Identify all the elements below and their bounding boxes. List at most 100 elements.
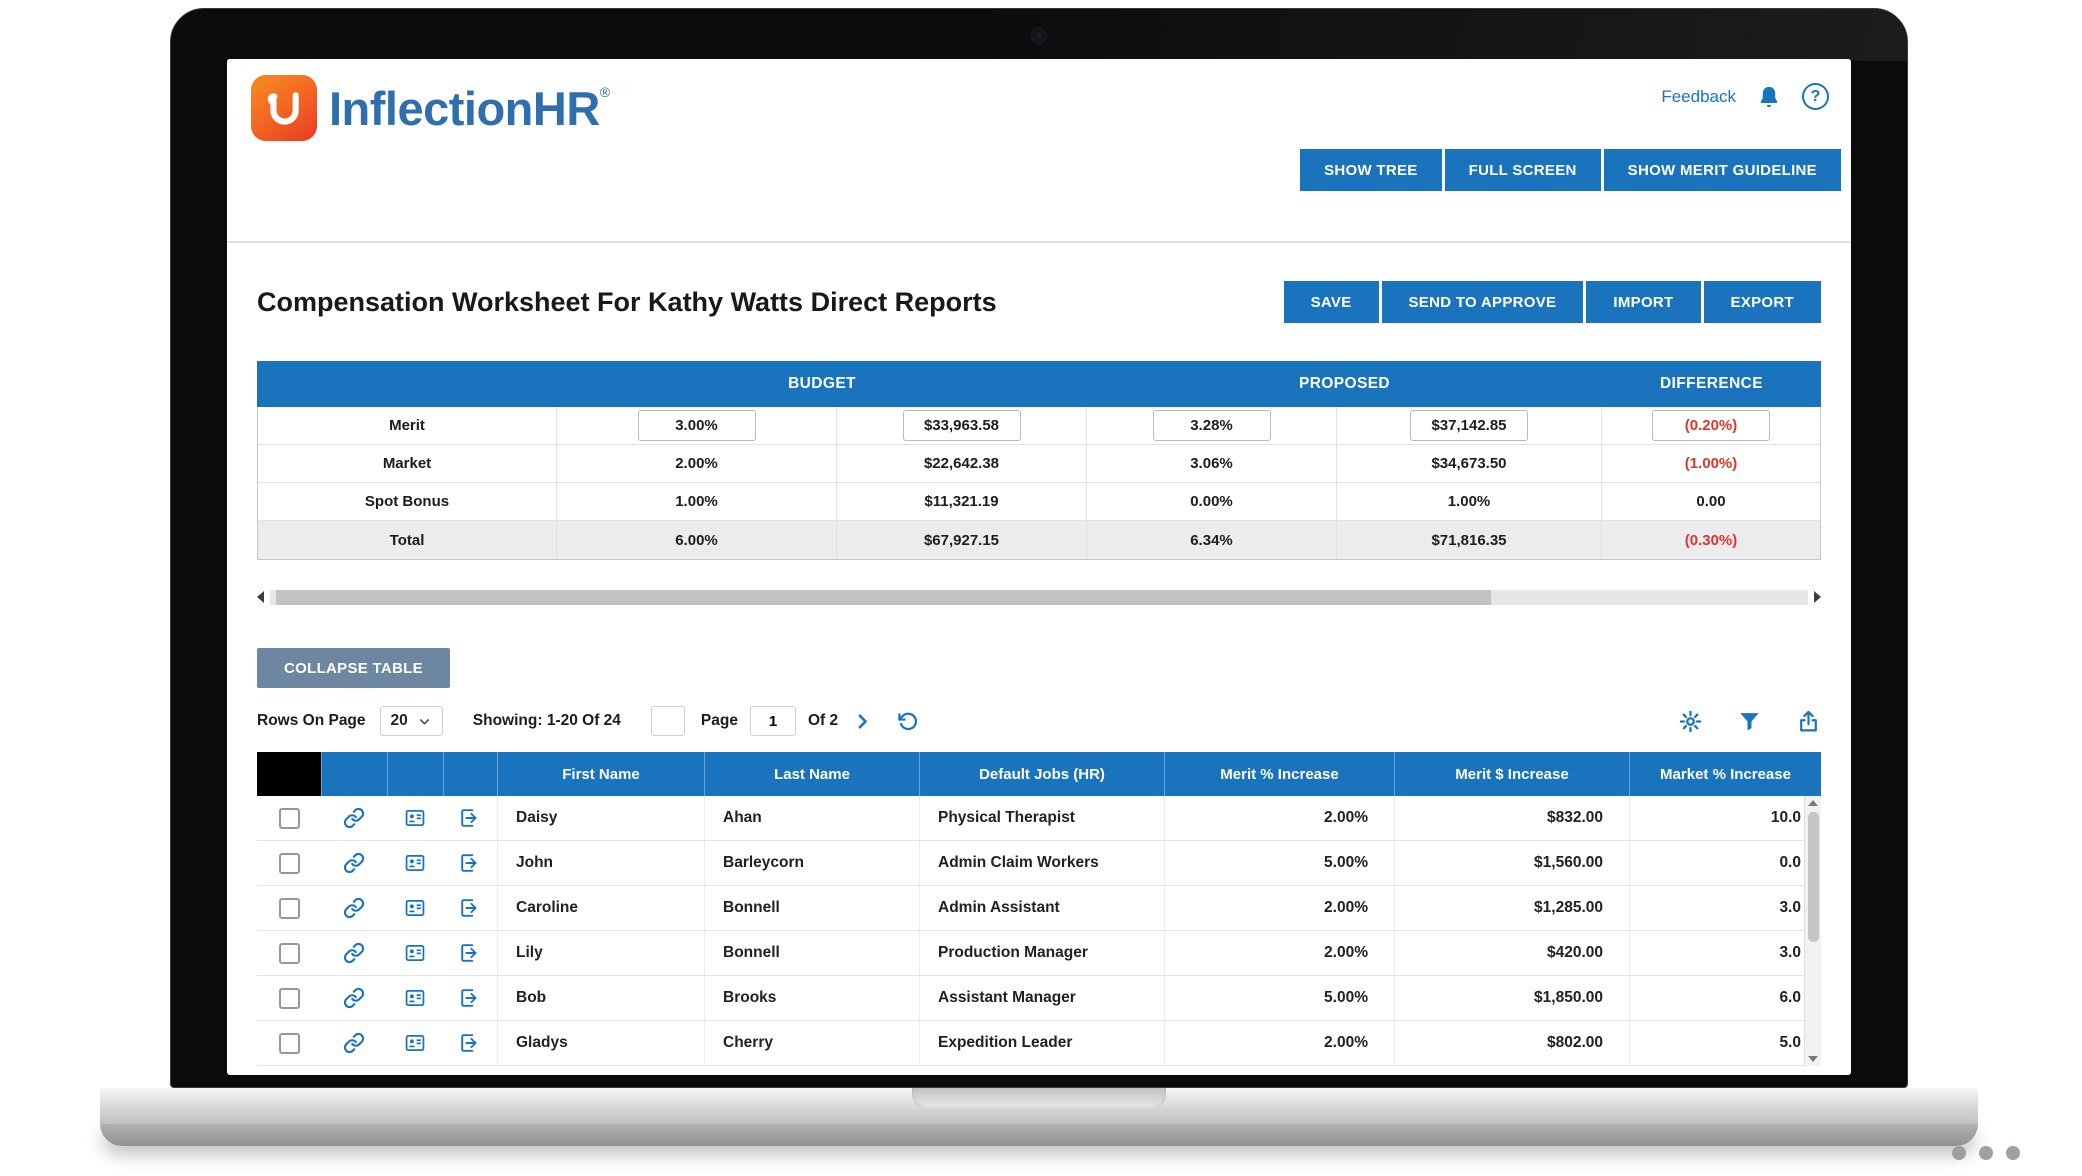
- next-page-icon[interactable]: [852, 711, 873, 732]
- link-icon[interactable]: [343, 1032, 365, 1054]
- employee-card-icon[interactable]: [404, 852, 426, 874]
- link-icon[interactable]: [343, 987, 365, 1009]
- row-select-checkbox[interactable]: [278, 807, 300, 829]
- table-tools: [1678, 709, 1821, 734]
- page-count-label: Of 2: [807, 712, 839, 729]
- first-name-cell: John: [497, 841, 704, 885]
- market-budget-pct: 2.00%: [557, 445, 837, 482]
- scroll-right-arrow[interactable]: [1814, 591, 1821, 603]
- filter-icon[interactable]: [1737, 709, 1762, 734]
- employee-card-icon[interactable]: [404, 1032, 426, 1054]
- last-name-cell: Bonnell: [704, 886, 919, 930]
- default-job-cell: Admin Claim Workers: [919, 841, 1164, 885]
- carousel-dot[interactable]: [2006, 1146, 2020, 1160]
- merit-amt-cell: $832.00: [1394, 796, 1629, 840]
- header-card-column: [387, 752, 443, 796]
- vertical-scrollbar-track[interactable]: [1805, 806, 1821, 1056]
- save-button[interactable]: SAVE: [1283, 281, 1379, 323]
- previous-page-button[interactable]: [650, 706, 685, 736]
- box-arrow-icon[interactable]: [459, 852, 481, 874]
- row-label: Market: [258, 445, 557, 482]
- rows-per-page-dropdown[interactable]: 20: [379, 706, 443, 736]
- row-select-checkbox[interactable]: [278, 897, 300, 919]
- brand-name-right: HR: [532, 81, 600, 135]
- laptop-base-edge: [100, 1124, 1978, 1146]
- page-number-input[interactable]: [749, 706, 796, 736]
- merit-pct-header[interactable]: Merit % Increase: [1164, 752, 1394, 796]
- first-name-header[interactable]: First Name: [497, 752, 704, 796]
- merit-pct-cell: 2.00%: [1164, 796, 1394, 840]
- rows-on-page-label: Rows On Page: [257, 712, 366, 729]
- row-select-checkbox[interactable]: [278, 942, 300, 964]
- total-proposed-pct: 6.34%: [1087, 521, 1337, 559]
- brand-name-left: Inflection: [329, 81, 533, 135]
- box-arrow-icon[interactable]: [459, 897, 481, 919]
- screen: InflectionHR® Feedback ? SHOW TREE FULL …: [227, 59, 1851, 1075]
- default-jobs-header[interactable]: Default Jobs (HR): [919, 752, 1164, 796]
- spot-difference: 0.00: [1696, 493, 1726, 510]
- box-arrow-icon[interactable]: [459, 807, 481, 829]
- merit-proposed-amt-input[interactable]: [1410, 410, 1528, 441]
- registered-mark: ®: [599, 83, 610, 100]
- link-icon[interactable]: [343, 852, 365, 874]
- settings-gear-icon[interactable]: [1678, 709, 1703, 734]
- carousel-dot[interactable]: [1952, 1146, 1966, 1160]
- employee-card-icon[interactable]: [404, 807, 426, 829]
- merit-difference-input[interactable]: [1652, 410, 1770, 441]
- merit-proposed-pct-input[interactable]: [1152, 410, 1271, 441]
- row-select-checkbox[interactable]: [278, 1032, 300, 1054]
- link-icon[interactable]: [343, 807, 365, 829]
- full-screen-button[interactable]: FULL SCREEN: [1444, 149, 1601, 191]
- merit-amt-cell: $420.00: [1394, 931, 1629, 975]
- box-arrow-icon[interactable]: [459, 1032, 481, 1054]
- default-job-cell: Admin Assistant: [919, 886, 1164, 930]
- link-icon[interactable]: [343, 897, 365, 919]
- merit-pct-cell: 5.00%: [1164, 976, 1394, 1020]
- spot-budget-pct: 1.00%: [557, 483, 837, 520]
- summary-row-market: Market 2.00% $22,642.38 3.06% $34,673.50…: [258, 445, 1820, 483]
- title-row: Compensation Worksheet For Kathy Watts D…: [257, 279, 1821, 325]
- merit-budget-amt-input[interactable]: [902, 410, 1021, 441]
- total-budget-amt: $67,927.15: [837, 521, 1087, 559]
- last-name-header[interactable]: Last Name: [704, 752, 919, 796]
- row-select-checkbox[interactable]: [278, 987, 300, 1009]
- refresh-icon[interactable]: [897, 710, 920, 733]
- export-upload-icon[interactable]: [1796, 709, 1821, 734]
- logo-icon: [251, 75, 317, 141]
- vertical-scrollbar-thumb[interactable]: [1808, 812, 1819, 942]
- last-name-cell: Cherry: [704, 1021, 919, 1065]
- feedback-link[interactable]: Feedback: [1661, 86, 1736, 106]
- help-icon[interactable]: ?: [1802, 83, 1829, 110]
- scroll-down-arrow[interactable]: [1808, 1056, 1818, 1062]
- employee-card-icon[interactable]: [404, 942, 426, 964]
- employee-card-icon[interactable]: [404, 897, 426, 919]
- table-row: Caroline Bonnell Admin Assistant 2.00% $…: [257, 886, 1821, 931]
- carousel-dot[interactable]: [1979, 1146, 1993, 1160]
- horizontal-scrollbar: [257, 586, 1821, 608]
- merit-amt-header[interactable]: Merit $ Increase: [1394, 752, 1629, 796]
- notifications-bell-icon[interactable]: [1756, 84, 1782, 110]
- collapse-table-button[interactable]: COLLAPSE TABLE: [257, 648, 450, 688]
- export-button[interactable]: EXPORT: [1703, 281, 1821, 323]
- employee-card-icon[interactable]: [404, 987, 426, 1009]
- show-tree-button[interactable]: SHOW TREE: [1300, 149, 1442, 191]
- webcam: [1033, 30, 1045, 41]
- send-to-approve-button[interactable]: SEND TO APPROVE: [1381, 281, 1584, 323]
- link-icon[interactable]: [343, 942, 365, 964]
- merit-amt-cell: $1,560.00: [1394, 841, 1629, 885]
- merit-budget-pct-input[interactable]: [637, 410, 756, 441]
- scroll-up-arrow[interactable]: [1808, 800, 1818, 806]
- box-arrow-icon[interactable]: [459, 942, 481, 964]
- market-pct-header[interactable]: Market % Increase: [1629, 752, 1821, 796]
- last-name-cell: Ahan: [704, 796, 919, 840]
- import-button[interactable]: IMPORT: [1586, 281, 1701, 323]
- box-arrow-icon[interactable]: [459, 987, 481, 1009]
- merit-pct-cell: 2.00%: [1164, 1021, 1394, 1065]
- scroll-left-arrow[interactable]: [257, 591, 264, 603]
- scrollbar-thumb[interactable]: [276, 589, 1492, 605]
- chevron-down-icon: [417, 714, 432, 729]
- show-merit-guideline-button[interactable]: SHOW MERIT GUIDELINE: [1603, 149, 1841, 191]
- row-select-checkbox[interactable]: [278, 852, 300, 874]
- scrollbar-track[interactable]: [270, 589, 1808, 605]
- summary-header: BUDGET PROPOSED DIFFERENCE: [257, 361, 1821, 407]
